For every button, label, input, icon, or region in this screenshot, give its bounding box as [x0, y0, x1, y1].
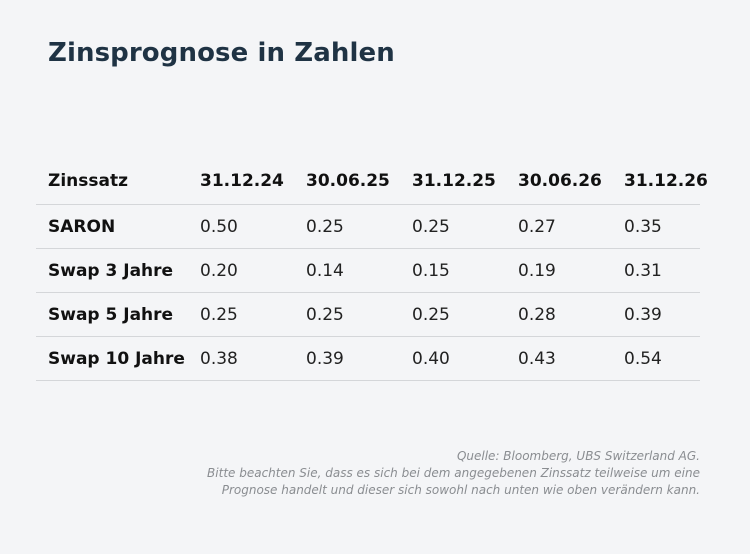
disclaimer-line: Bitte beachten Sie, dass es sich bei dem… [207, 466, 700, 480]
table-cell: 0.39 [294, 336, 400, 381]
table-header-row: Zinssatz 31.12.24 30.06.25 31.12.25 30.0… [36, 158, 708, 205]
row-label: Swap 10 Jahre [36, 336, 188, 381]
table-cell: 0.35 [612, 204, 700, 249]
table-cell: 0.54 [612, 336, 700, 381]
table-cell: 0.20 [188, 248, 294, 293]
interest-rate-table: Zinssatz 31.12.24 30.06.25 31.12.25 30.0… [36, 158, 708, 381]
table-cell: 0.25 [188, 292, 294, 337]
table-cell: 0.31 [612, 248, 700, 293]
source-note: Quelle: Bloomberg, UBS Switzerland AG. [456, 449, 700, 463]
table-cell: 0.25 [400, 292, 506, 337]
table-cell: 0.38 [188, 336, 294, 381]
table-row: SARON 0.50 0.25 0.25 0.27 0.35 [36, 204, 700, 249]
table-cell: 0.19 [506, 248, 612, 293]
row-label: Swap 5 Jahre [36, 292, 188, 337]
table-cell: 0.43 [506, 336, 612, 381]
header-date: 31.12.24 [188, 158, 294, 205]
table-cell: 0.28 [506, 292, 612, 337]
table-cell: 0.39 [612, 292, 700, 337]
table-cell: 0.50 [188, 204, 294, 249]
row-label: Swap 3 Jahre [36, 248, 188, 293]
header-date: 30.06.25 [294, 158, 400, 205]
table-row: Swap 10 Jahre 0.38 0.39 0.40 0.43 0.54 [36, 336, 700, 381]
table-cell: 0.25 [294, 292, 400, 337]
disclaimer-line: Prognose handelt und dieser sich sowohl … [221, 483, 700, 497]
table-cell: 0.14 [294, 248, 400, 293]
header-date: 31.12.25 [400, 158, 506, 205]
header-date: 30.06.26 [506, 158, 612, 205]
footnote: Quelle: Bloomberg, UBS Switzerland AG. B… [140, 448, 700, 499]
header-zinssatz: Zinssatz [36, 158, 188, 205]
table-row: Swap 5 Jahre 0.25 0.25 0.25 0.28 0.39 [36, 292, 700, 337]
table-row: Swap 3 Jahre 0.20 0.14 0.15 0.19 0.31 [36, 248, 700, 293]
row-label: SARON [36, 204, 188, 249]
header-date: 31.12.26 [612, 158, 708, 205]
table-cell: 0.25 [294, 204, 400, 249]
table-cell: 0.27 [506, 204, 612, 249]
table-cell: 0.25 [400, 204, 506, 249]
table-cell: 0.15 [400, 248, 506, 293]
table-cell: 0.40 [400, 336, 506, 381]
page-title: Zinsprognose in Zahlen [48, 38, 395, 68]
